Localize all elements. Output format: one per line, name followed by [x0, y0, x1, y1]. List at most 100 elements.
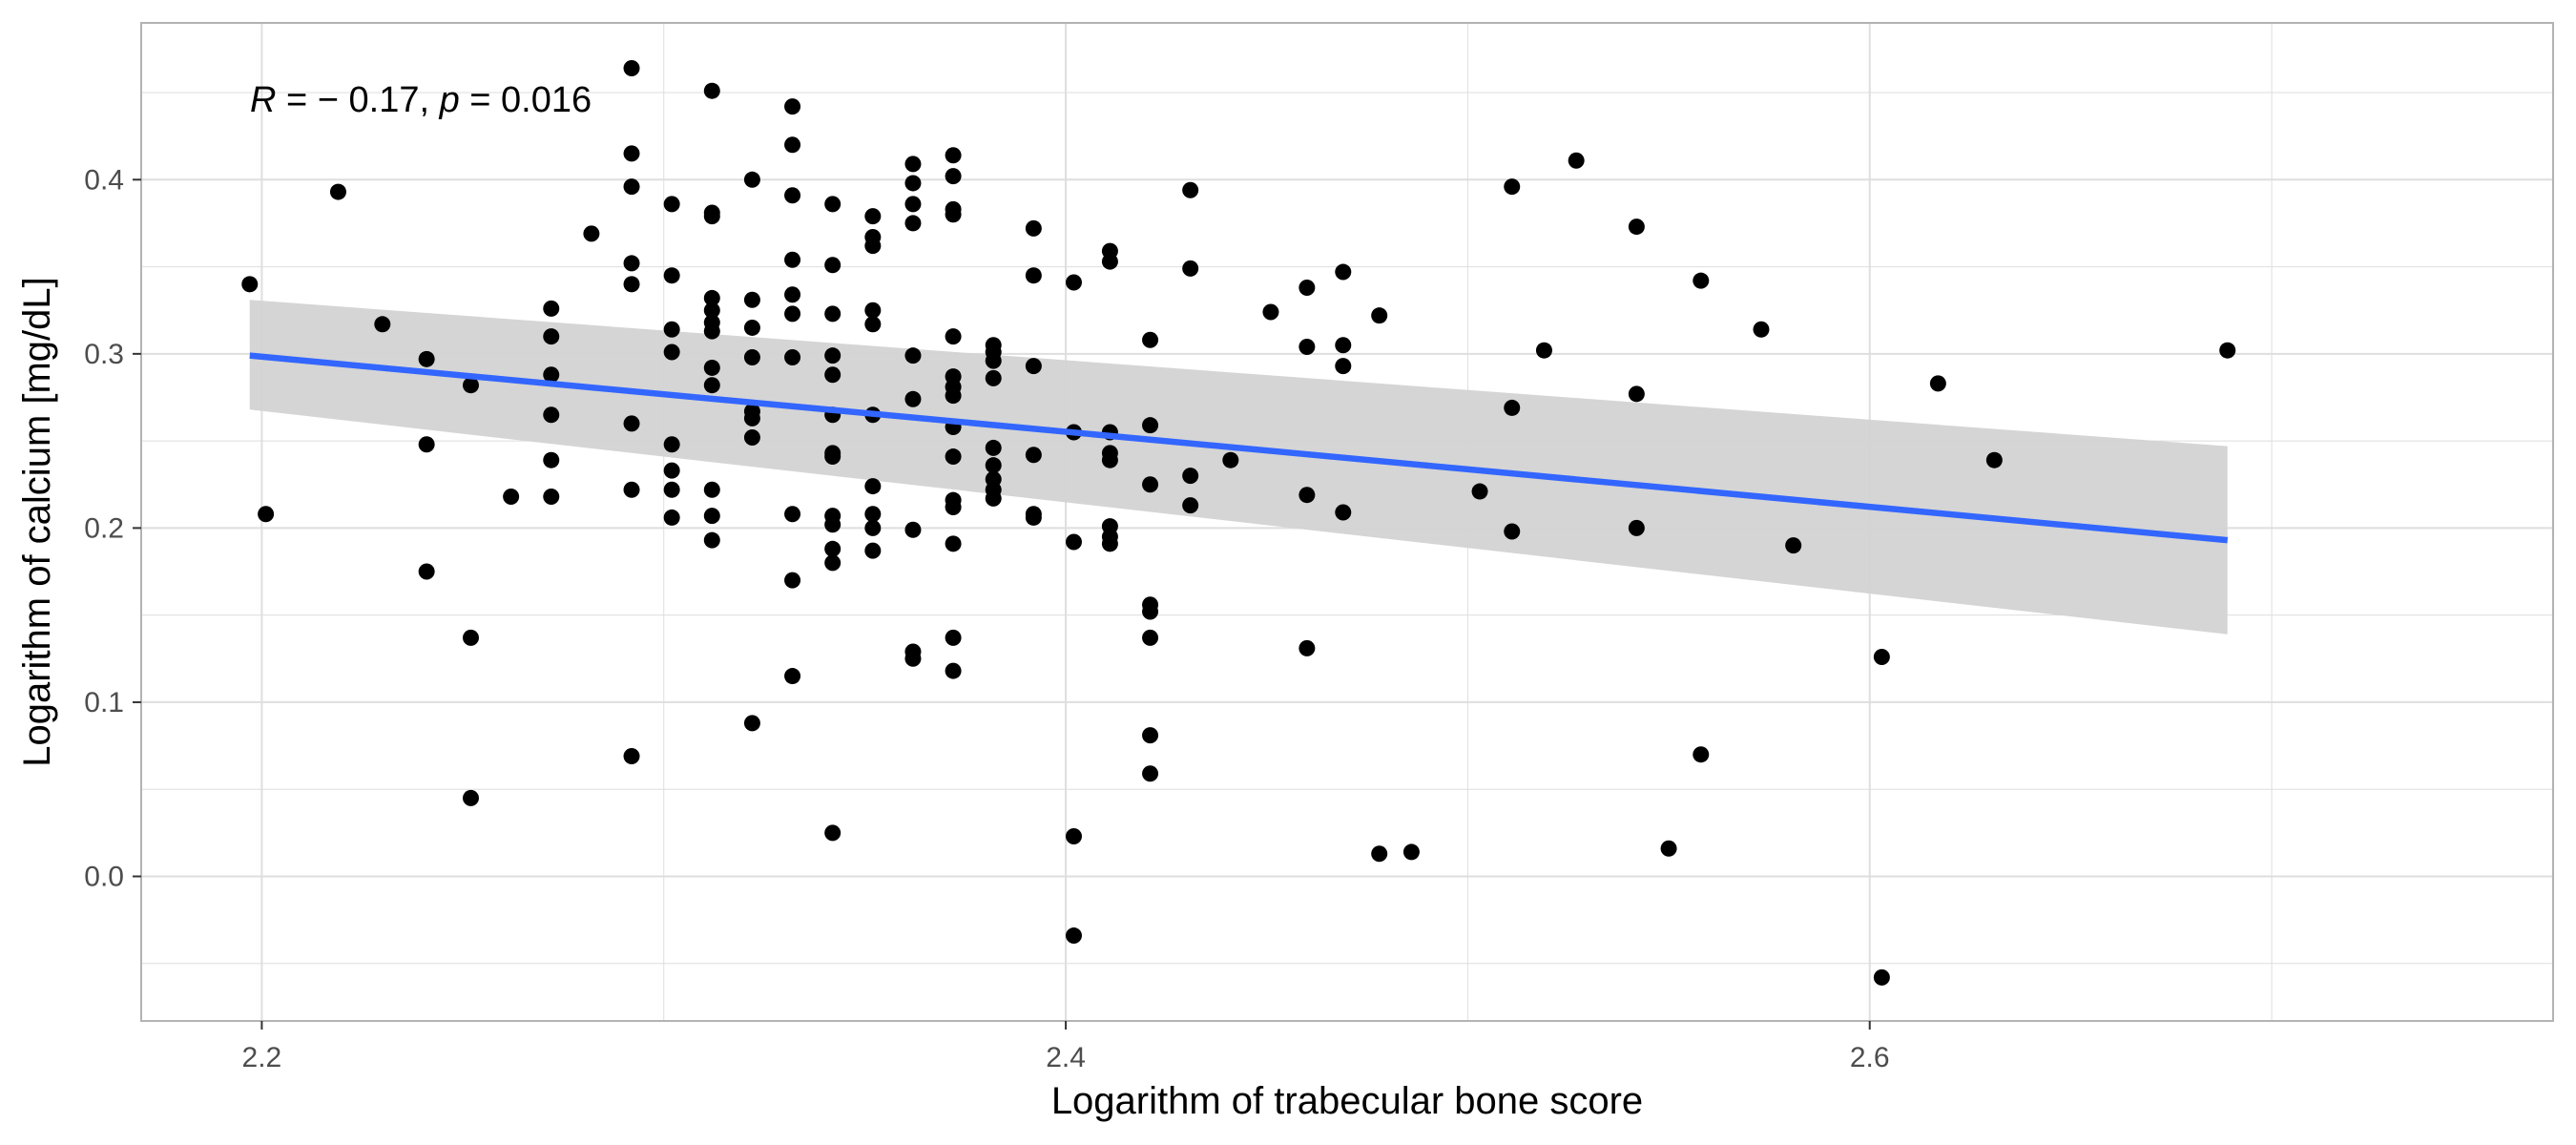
p-value: = 0.016 — [460, 80, 592, 120]
data-point — [1182, 497, 1199, 514]
data-point — [241, 276, 259, 293]
data-point — [703, 508, 720, 525]
data-point — [784, 286, 801, 303]
data-point — [784, 668, 801, 685]
data-point — [462, 629, 479, 646]
confidence-band — [249, 300, 2228, 635]
data-point — [945, 328, 962, 345]
data-point — [503, 489, 520, 506]
data-point — [1142, 765, 1159, 782]
data-point — [743, 428, 760, 446]
correlation-annotation: R = − 0.17, p = 0.016 — [250, 80, 592, 120]
data-point — [1025, 358, 1042, 375]
data-point — [1371, 307, 1388, 324]
data-point — [543, 328, 560, 345]
data-point — [1504, 523, 1521, 540]
data-point — [904, 196, 922, 213]
data-point — [904, 650, 922, 667]
data-point — [1222, 451, 1239, 468]
data-point — [1535, 342, 1552, 359]
data-point — [1628, 219, 1645, 236]
r-value: = − 0.17, — [276, 80, 439, 120]
data-point — [1753, 321, 1770, 338]
data-point — [864, 478, 882, 495]
data-point — [985, 352, 1002, 369]
data-point — [703, 323, 720, 340]
data-point — [945, 535, 962, 552]
data-point — [864, 302, 882, 319]
data-point — [824, 540, 841, 557]
data-point — [743, 409, 760, 427]
data-point — [1628, 385, 1645, 403]
data-point — [1298, 279, 1316, 296]
x-tick-label: 2.2 — [242, 1042, 282, 1073]
data-point — [904, 175, 922, 192]
data-point — [1025, 267, 1042, 284]
regression-line — [249, 352, 2229, 544]
data-point — [864, 238, 882, 255]
data-point — [663, 481, 680, 498]
data-point — [703, 289, 720, 306]
data-point — [985, 369, 1002, 386]
data-point — [623, 748, 640, 765]
data-point — [1929, 375, 1946, 392]
data-point — [1025, 219, 1042, 237]
data-point — [1371, 845, 1388, 863]
data-point — [1504, 178, 1521, 196]
data-point — [1025, 509, 1042, 526]
y-axis-title: Logarithm of calcium [mg/dL] — [16, 277, 58, 767]
data-point — [1785, 537, 1802, 554]
data-point — [543, 489, 560, 506]
x-axis-title: Logarithm of trabecular bone score — [1051, 1080, 1643, 1122]
data-point — [663, 267, 680, 284]
data-point — [784, 572, 801, 589]
data-point — [904, 156, 922, 173]
data-point — [1298, 487, 1316, 504]
data-point — [623, 59, 640, 76]
data-point — [1142, 476, 1159, 493]
data-point — [1182, 181, 1199, 198]
data-point — [945, 147, 962, 164]
confidence-band-area — [249, 300, 2228, 635]
data-point — [543, 366, 560, 384]
data-point — [784, 187, 801, 204]
data-point — [1142, 417, 1159, 434]
data-point — [663, 321, 680, 338]
data-point — [743, 291, 760, 308]
y-tick-label: 0.1 — [84, 687, 124, 718]
data-point — [743, 171, 760, 188]
data-point — [1065, 274, 1082, 291]
data-point — [985, 439, 1002, 456]
data-point — [824, 257, 841, 274]
data-point — [543, 451, 560, 468]
data-point — [1471, 483, 1488, 500]
data-point — [1693, 272, 1710, 289]
data-point — [543, 300, 560, 317]
data-point — [1985, 451, 2003, 468]
data-point — [904, 521, 922, 538]
data-point — [418, 350, 435, 367]
data-point — [663, 436, 680, 453]
data-point — [945, 662, 962, 679]
data-point — [623, 276, 640, 293]
data-point — [1693, 746, 1710, 763]
data-point — [1298, 639, 1316, 656]
x-axis-ticks: 2.2 2.4 2.6 — [242, 1021, 1890, 1073]
data-point — [623, 145, 640, 162]
data-point — [864, 316, 882, 333]
data-point — [824, 554, 841, 572]
data-point — [1101, 451, 1118, 468]
data-point — [1142, 629, 1159, 646]
data-point — [1182, 468, 1199, 485]
data-point — [945, 629, 962, 646]
regression-line-path — [249, 352, 2229, 544]
data-point — [703, 82, 720, 99]
data-point — [1142, 331, 1159, 348]
data-point — [784, 98, 801, 115]
data-point — [462, 789, 479, 806]
data-point — [703, 531, 720, 549]
data-point — [824, 347, 841, 364]
data-point — [1568, 152, 1585, 169]
data-point — [1142, 603, 1159, 620]
